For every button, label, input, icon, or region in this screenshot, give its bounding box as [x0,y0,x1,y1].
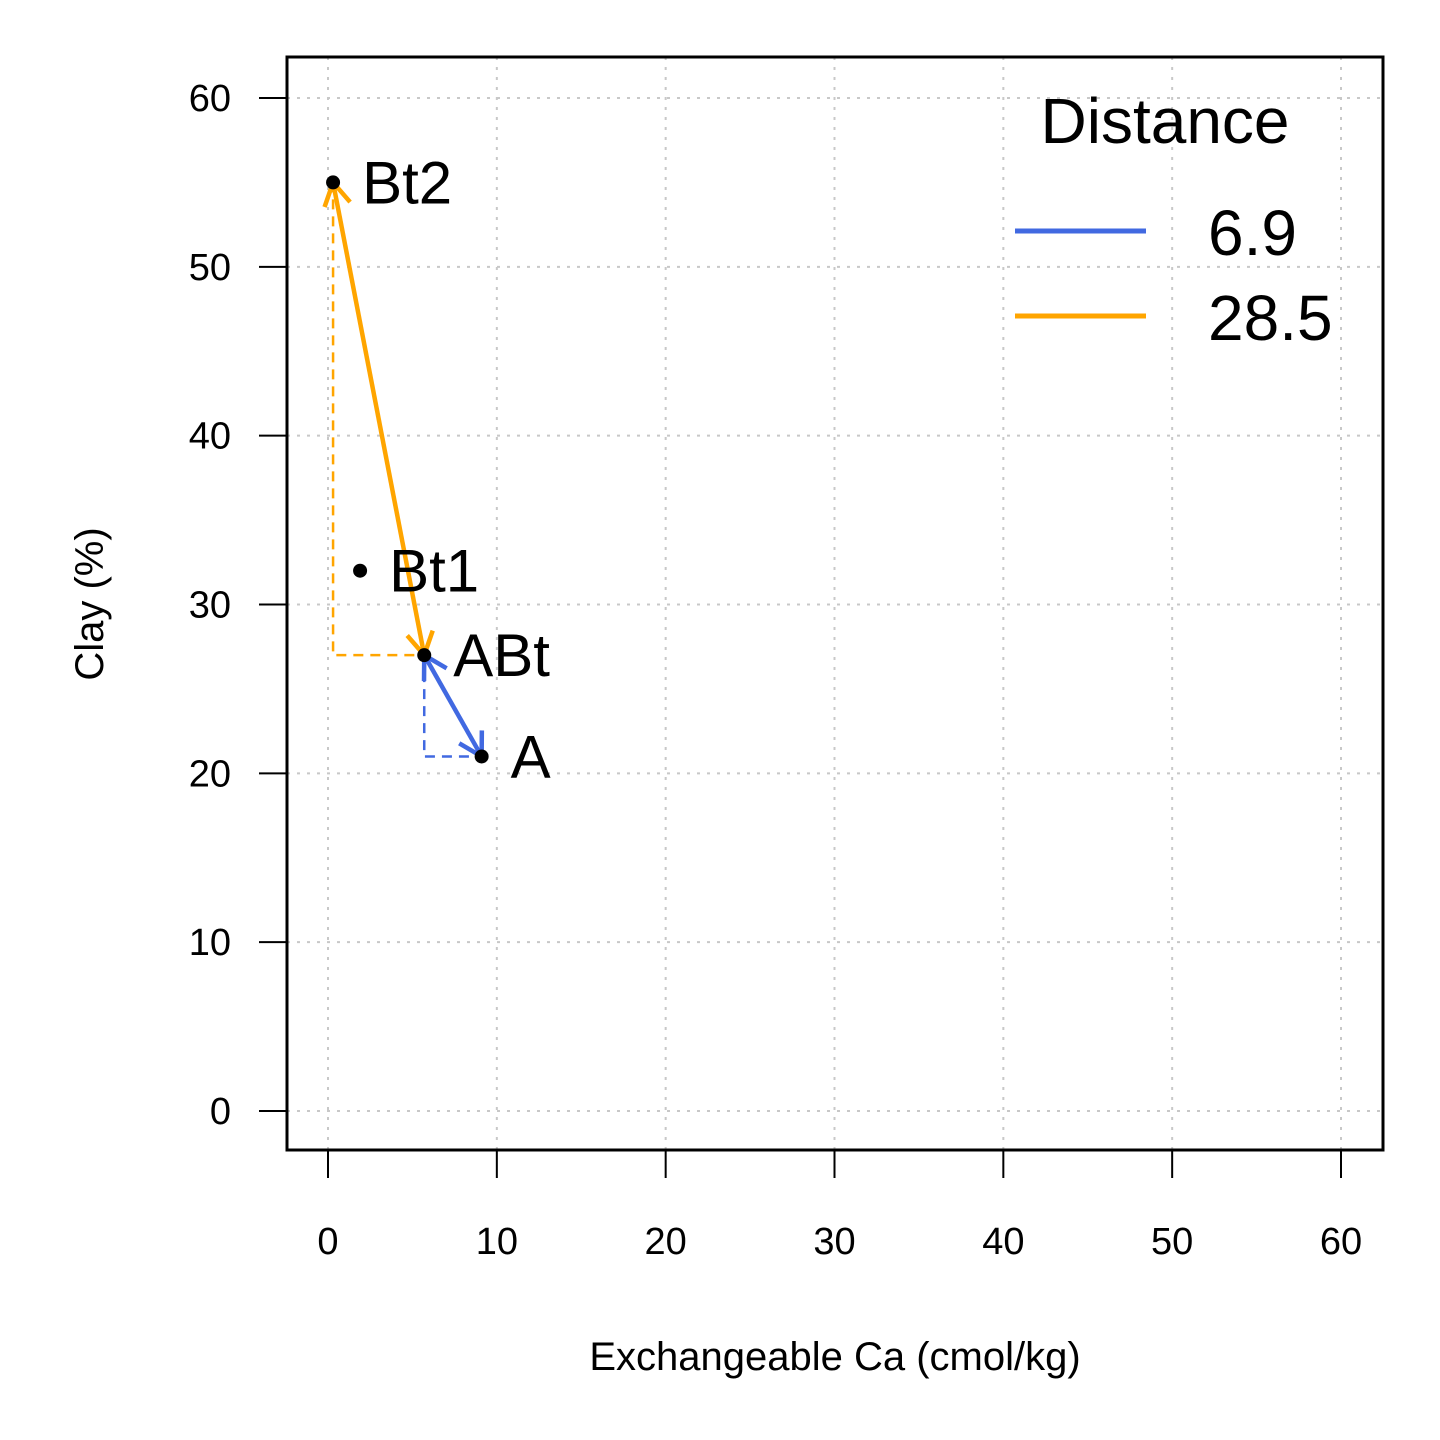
point-label: ABt [453,622,550,689]
legend-entry-label: 28.5 [1208,282,1333,354]
y-tick-label: 10 [189,922,231,964]
x-tick-label: 60 [1320,1221,1362,1263]
y-tick-label: 0 [210,1091,231,1133]
x-axis-title: Exchangeable Ca (cmol/kg) [589,1335,1080,1379]
distance-guide [422,655,482,758]
legend: Distance 6.9 28.5 [1015,85,1333,354]
point-label: Bt2 [362,149,452,216]
data-points: Bt2 Bt1 ABt A [326,149,551,790]
y-tick-label: 20 [189,753,231,795]
grid [287,57,1383,1150]
distance-guide [331,182,425,657]
data-point [474,749,489,764]
point-label: A [511,723,551,790]
x-tick-label: 30 [813,1221,855,1263]
distance-guides [331,182,482,758]
y-tick-label: 30 [189,585,231,627]
legend-entry-label: 6.9 [1208,197,1297,269]
distance-arrow [422,654,484,758]
y-axis: 0 10 20 30 40 50 60 [189,78,287,1133]
point-label: Bt1 [389,538,479,605]
y-tick-label: 40 [189,416,231,458]
x-tick-label: 10 [476,1221,518,1263]
x-axis: 0 10 20 30 40 50 60 [317,1150,1362,1263]
data-point [353,563,368,578]
x-tick-label: 0 [317,1221,338,1263]
legend-title: Distance [1041,85,1290,157]
x-tick-label: 20 [645,1221,687,1263]
distance-arrow [330,181,427,656]
y-axis-title: Clay (%) [68,527,112,680]
x-tick-label: 40 [982,1221,1024,1263]
y-tick-label: 60 [189,78,231,120]
data-point [326,175,341,190]
y-tick-label: 50 [189,247,231,289]
x-tick-label: 50 [1151,1221,1193,1263]
data-point [417,648,432,663]
